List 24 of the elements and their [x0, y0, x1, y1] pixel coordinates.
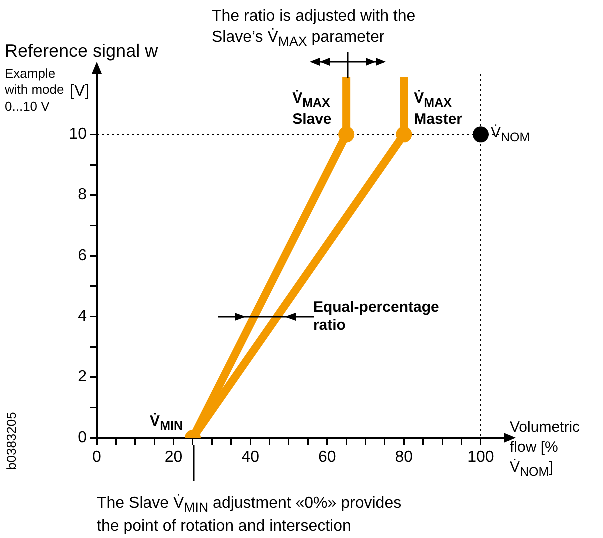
chart-title: The ratio is adjusted with the Slave’s V̇$_{MAX}$ parameter [212, 7, 417, 52]
annotation: V̇$_{MIN}$ [150, 413, 183, 434]
x-axis-title: Volumetric flow [% V̇$_{NOM}$] [510, 418, 582, 481]
x-tick-label: 0 [92, 449, 102, 466]
annotation: V̇$_{MAX}$ Master [414, 90, 463, 129]
y-tick-label: 4 [78, 308, 88, 326]
annotation: Equal-percentage ratio [313, 298, 440, 335]
x-tick-label: 20 [164, 449, 183, 466]
y-tick-label: 6 [78, 247, 88, 264]
x-tick-label: 60 [318, 449, 336, 466]
y-tick-label: 2 [78, 368, 88, 386]
y-axis-title: Reference signal w [5, 41, 158, 62]
text: The Slave V̇$_{MIN}$ adjustment «0%» provides the point of rotation and intersection [97, 494, 402, 537]
y-tick-label: 0 [78, 429, 88, 446]
y-tick-label: 8 [78, 186, 88, 204]
x-tick-label: 40 [242, 449, 260, 466]
text: b0383205 [4, 412, 20, 470]
text: [V] [70, 82, 90, 102]
annotation: V̇$_{NOM}$ [490, 124, 530, 146]
x-tick-label: 80 [395, 449, 414, 466]
y-tick-label: 10 [69, 126, 88, 144]
text: Example with mode 0...10 V [5, 66, 64, 115]
annotation: V̇$_{MAX}$ Slave [292, 90, 332, 129]
x-tick-label: 100 [468, 449, 494, 466]
